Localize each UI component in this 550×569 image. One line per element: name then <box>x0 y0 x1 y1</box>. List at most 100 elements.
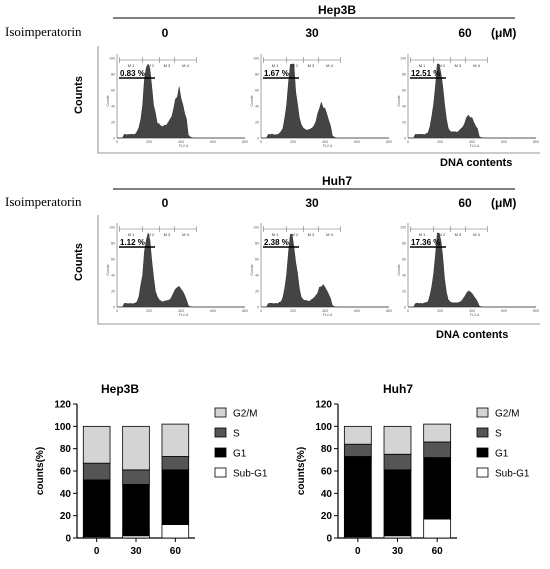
bar-segment-sub-g1 <box>161 524 190 539</box>
legend-swatch <box>214 427 227 438</box>
hist-x-tick-label: 600 <box>501 309 507 313</box>
y-tick-label: 80 <box>60 444 72 455</box>
panel-frame <box>97 215 540 325</box>
chart-title: Hep3B <box>101 382 139 396</box>
y-axis-label: counts(%) <box>296 447 307 495</box>
legend-swatch <box>476 427 489 438</box>
bar-segment-s <box>343 443 372 457</box>
bar-segment-g1 <box>423 457 452 520</box>
legend-label: Sub-G1 <box>495 469 530 480</box>
hist-y-tick-label: 60 <box>402 89 406 93</box>
hist-y-tick-label: 40 <box>111 105 115 109</box>
legend-swatch <box>214 407 227 418</box>
bar-segment-s <box>122 469 150 485</box>
hist-x-tick-label: 800 <box>533 140 539 144</box>
hist-y-tick-label: 80 <box>402 73 406 77</box>
bar-chart-hep3b: Hep3B counts(%) 0 20 40 60 80 100 120 0 30 60 G2/M SG… <box>35 382 268 557</box>
hist-y-tick-label: 80 <box>255 73 259 77</box>
hist-x-tick-label: 600 <box>354 309 360 313</box>
x-tick-label: 0 <box>94 546 100 557</box>
bar-segment-g2-m <box>161 423 190 457</box>
hist-y-tick-label: 0 <box>404 306 406 310</box>
bar-segment-g1 <box>122 483 150 537</box>
subg1-percentage: 2.38 % <box>264 238 289 247</box>
hist-x-tick-label: 400 <box>322 309 328 313</box>
gate-label: M 1 <box>128 63 135 68</box>
hist-x-tick-label: 200 <box>437 309 443 313</box>
subg1-percentage: 12.51 % <box>411 69 440 78</box>
hist-x-tick-label: 0 <box>116 309 118 313</box>
y-tick-label: 100 <box>315 422 332 433</box>
compound-label: Isoimperatorin <box>5 24 82 39</box>
gate-label: M 1 <box>128 232 135 237</box>
hist-x-axis-title: FL2-A <box>179 313 189 317</box>
dose-label: 30 <box>305 196 319 210</box>
hist-y-axis-title: Counts <box>106 95 110 106</box>
dose-label: 60 <box>458 196 472 210</box>
hist-x-axis-title: FL2-A <box>179 144 189 148</box>
hist-y-tick-label: 0 <box>257 137 259 141</box>
hist-y-tick-label: 40 <box>402 274 406 278</box>
bar-segment-g1 <box>82 479 111 538</box>
hist-y-tick-label: 0 <box>404 137 406 141</box>
hist-y-tick-label: 0 <box>113 306 115 310</box>
hist-x-tick-label: 0 <box>407 309 409 313</box>
gate-label: M 4 <box>326 232 333 237</box>
hist-y-tick-label: 100 <box>109 226 115 230</box>
subg1-percentage: 0.83 % <box>120 69 145 78</box>
gate-label: M 1 <box>272 232 279 237</box>
legend-label: S <box>495 429 502 440</box>
bar-segment-s <box>82 462 111 481</box>
hist-y-tick-label: 40 <box>402 105 406 109</box>
gate-label: M 4 <box>182 232 189 237</box>
legend-swatch <box>214 467 227 478</box>
y-tick-label: 120 <box>315 400 332 411</box>
histogram-distribution <box>408 63 536 139</box>
hist-y-tick-label: 60 <box>111 89 115 93</box>
legend-label: G2/M <box>233 409 257 420</box>
hist-y-tick-label: 60 <box>255 89 259 93</box>
hist-x-tick-label: 0 <box>260 309 262 313</box>
hist-y-tick-label: 40 <box>111 274 115 278</box>
hist-x-tick-label: 200 <box>146 309 152 313</box>
hist-x-tick-label: 400 <box>178 140 184 144</box>
dose-label: 0 <box>162 26 169 40</box>
x-tick-label: 60 <box>170 546 182 557</box>
hist-y-tick-label: 20 <box>402 290 406 294</box>
x-axis-label: DNA contents <box>440 157 512 169</box>
hist-x-tick-label: 200 <box>437 140 443 144</box>
bar-segment-g1 <box>383 469 412 537</box>
hist-x-tick-label: 600 <box>501 140 507 144</box>
hist-x-tick-label: 0 <box>260 140 262 144</box>
bar-segment-g2-m <box>383 425 412 455</box>
hist-x-tick-label: 200 <box>146 140 152 144</box>
legend-label: G1 <box>233 449 247 460</box>
x-tick-label: 30 <box>130 546 142 557</box>
unit-label: (μM) <box>491 26 516 40</box>
gate-label: M 3 <box>308 63 315 68</box>
legend-swatch <box>476 447 489 458</box>
hist-x-axis-title: FL2-A <box>323 313 333 317</box>
bar-segment-g2-m <box>122 425 150 471</box>
hist-y-tick-label: 60 <box>402 258 406 262</box>
dose-label: 0 <box>162 196 169 210</box>
gate-label: M 3 <box>164 63 171 68</box>
hist-y-tick-label: 100 <box>253 57 259 61</box>
gate-label: M 2 <box>148 232 155 237</box>
subg1-percentage: 17.36 % <box>411 238 440 247</box>
gate-label: M 1 <box>272 63 279 68</box>
panel-frame <box>97 46 540 154</box>
histogram-distribution <box>408 232 536 308</box>
hist-y-tick-label: 100 <box>400 226 406 230</box>
gate-label: M 3 <box>164 232 171 237</box>
bar-chart-huh7: Huh7 counts(%) 0 20 40 60 80 100 120 0 30 60 G2/M S G1… <box>296 382 530 557</box>
hist-x-tick-label: 200 <box>290 140 296 144</box>
hist-x-tick-label: 800 <box>242 140 248 144</box>
hist-x-axis-title: FL2-A <box>323 144 333 148</box>
y-tick-label: 20 <box>60 511 72 522</box>
gate-label: M 4 <box>473 232 480 237</box>
